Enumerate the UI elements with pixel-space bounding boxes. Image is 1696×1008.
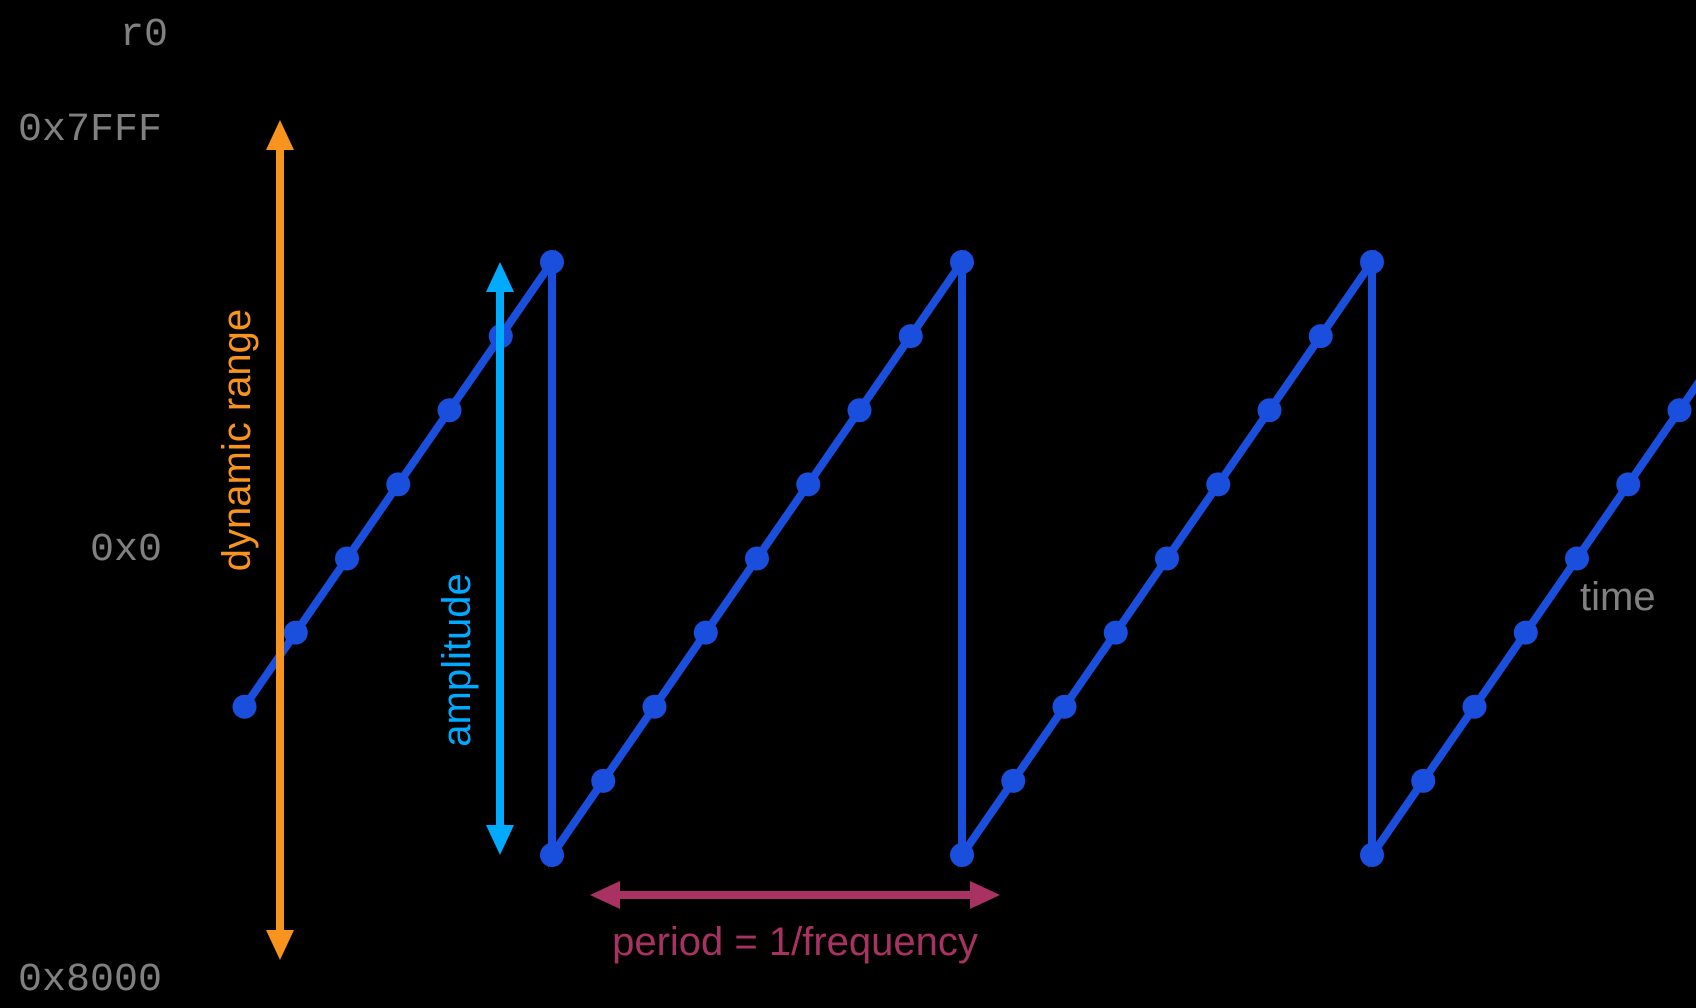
sample-point xyxy=(438,398,462,422)
sample-point xyxy=(745,547,769,571)
sample-point xyxy=(335,547,359,571)
sample-point xyxy=(694,621,718,645)
sample-point xyxy=(1360,843,1384,867)
sample-point xyxy=(899,324,923,348)
period-arrow: period = 1/frequency xyxy=(590,881,1000,964)
x-axis-title: time xyxy=(1580,575,1656,619)
period-label: period = 1/frequency xyxy=(612,920,978,964)
sample-point xyxy=(848,398,872,422)
y-axis-title: r0 xyxy=(120,13,168,58)
sample-point xyxy=(1565,547,1589,571)
sample-point xyxy=(1668,398,1692,422)
sample-point xyxy=(540,843,564,867)
sample-point xyxy=(1360,250,1384,274)
sample-point xyxy=(1053,695,1077,719)
dynamic-range-label: dynamic range xyxy=(215,309,259,571)
sample-point xyxy=(1206,472,1230,496)
sample-point xyxy=(1001,769,1025,793)
sample-point xyxy=(950,250,974,274)
sample-point xyxy=(1104,621,1128,645)
sample-point xyxy=(1616,472,1640,496)
amplitude-label: amplitude xyxy=(435,573,479,746)
y-tick-bot: 0x8000 xyxy=(18,958,162,1003)
sample-point xyxy=(284,621,308,645)
sample-point xyxy=(1411,769,1435,793)
sample-point xyxy=(386,472,410,496)
sample-point xyxy=(540,250,564,274)
sample-point xyxy=(1514,621,1538,645)
sample-point xyxy=(591,769,615,793)
sample-point xyxy=(950,843,974,867)
sample-point xyxy=(1258,398,1282,422)
sample-point xyxy=(643,695,667,719)
sample-point xyxy=(1155,547,1179,571)
y-tick-mid: 0x0 xyxy=(90,528,162,573)
sample-point xyxy=(796,472,820,496)
y-tick-top: 0x7FFF xyxy=(18,108,162,153)
sample-point xyxy=(233,695,257,719)
sample-point xyxy=(1309,324,1333,348)
sample-point xyxy=(1463,695,1487,719)
